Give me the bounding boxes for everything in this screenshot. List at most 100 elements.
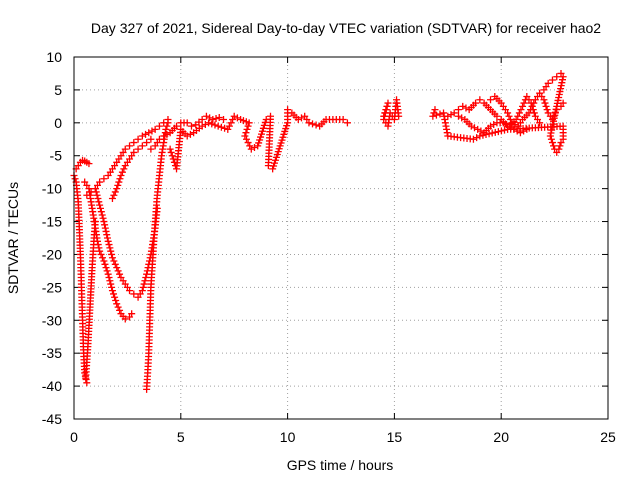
data-point [206, 114, 214, 122]
data-point [111, 188, 119, 196]
data-point [126, 287, 134, 295]
data-point [145, 129, 153, 137]
data-point [160, 132, 168, 140]
data-point [214, 122, 222, 130]
data-point [528, 102, 536, 110]
data-point [472, 99, 480, 107]
data-point [121, 315, 129, 323]
data-point [450, 109, 458, 117]
data-point [284, 106, 292, 114]
data-point [482, 131, 490, 139]
data-point [497, 127, 505, 135]
plot-border [73, 56, 609, 420]
data-point [126, 142, 134, 150]
data-point [101, 224, 109, 232]
data-point [97, 250, 105, 258]
data-point [343, 119, 351, 127]
data-point [120, 165, 128, 173]
data-point [162, 125, 170, 133]
data-point [514, 112, 522, 120]
data-point [112, 297, 120, 305]
data-point [116, 306, 124, 314]
data-point [96, 247, 104, 255]
data-point [212, 115, 220, 123]
data-point [85, 160, 93, 168]
data-point [183, 119, 191, 127]
data-point [225, 122, 233, 130]
y-tick-label: 10 [46, 49, 62, 65]
data-point [485, 130, 493, 138]
data-point [501, 126, 509, 134]
data-point [99, 214, 107, 222]
data-point [544, 79, 552, 87]
data-point [242, 135, 250, 143]
data-point [467, 122, 475, 130]
x-tick-label: 0 [70, 429, 78, 445]
data-point [114, 181, 122, 189]
data-point [130, 148, 138, 156]
data-point [454, 106, 462, 114]
data-point [108, 254, 116, 262]
data-point [92, 188, 100, 196]
data-point [103, 267, 111, 275]
data-point [96, 204, 104, 212]
data-point [142, 130, 150, 138]
data-point [140, 280, 148, 288]
data-point [183, 132, 191, 140]
data-point [101, 221, 109, 229]
data-point [160, 119, 168, 127]
axis-ticks: 0 5 10 15 20 25 10 5 0 -5 -10 -15 -20 -25 -30 -35 -40 -45 [42, 49, 616, 445]
data-point [198, 116, 206, 124]
data-point [166, 145, 174, 153]
data-point [198, 122, 206, 130]
data-point [473, 134, 481, 142]
data-point [100, 175, 108, 183]
data-point [555, 145, 563, 153]
data-point [233, 114, 241, 122]
data-point [100, 257, 108, 265]
data-point [95, 244, 103, 252]
data-point [508, 119, 516, 127]
data-point [243, 125, 251, 133]
data-point [246, 142, 254, 150]
data-point [493, 112, 501, 120]
data-point [141, 277, 149, 285]
data-point [83, 191, 91, 199]
data-point [242, 129, 250, 137]
y-tick-label: 5 [54, 82, 62, 98]
data-point [147, 135, 155, 143]
data-point [220, 116, 228, 124]
data-point [305, 119, 313, 127]
data-point [128, 310, 136, 318]
data-point [487, 96, 495, 104]
data-point [163, 122, 171, 130]
data-point [491, 128, 499, 136]
data-point [556, 142, 564, 150]
data-point [110, 191, 118, 199]
data-point [167, 148, 175, 156]
data-point [548, 139, 556, 147]
data-point [454, 112, 462, 120]
series-descent-D [143, 119, 172, 393]
data-point [83, 379, 91, 387]
data-point [114, 267, 122, 275]
data-point [447, 111, 455, 119]
data-point [103, 234, 111, 242]
chart-title: Day 327 of 2021, Sidereal Day-to-day VTE… [91, 20, 601, 36]
data-point [487, 122, 495, 130]
data-point [471, 124, 478, 132]
data-point [108, 250, 116, 258]
data-point [110, 290, 118, 298]
data-point [97, 208, 105, 216]
data-point [209, 116, 217, 124]
data-point [517, 106, 525, 114]
data-point [93, 191, 101, 199]
data-point [148, 127, 156, 135]
data-point [151, 125, 159, 133]
data-point [476, 96, 484, 104]
data-point [382, 106, 390, 114]
data-point [113, 264, 121, 272]
data-point [525, 109, 533, 117]
data-point [115, 178, 123, 186]
data-point [488, 129, 496, 137]
